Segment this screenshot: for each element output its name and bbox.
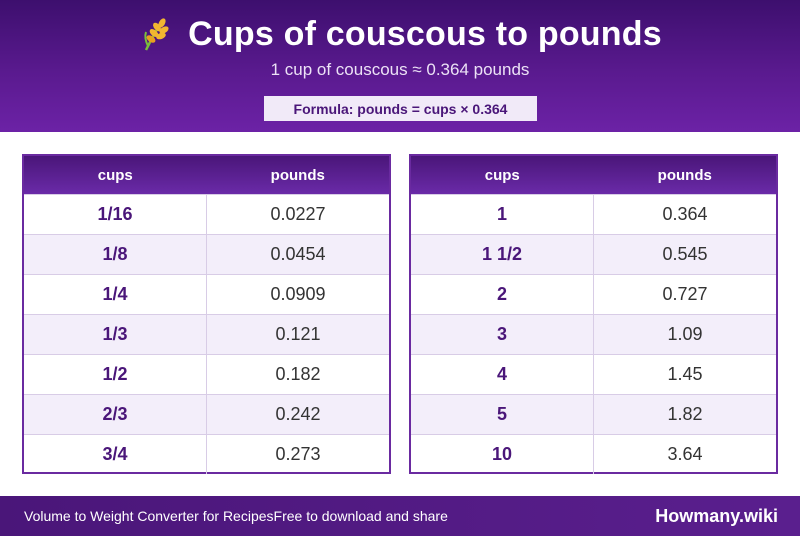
table-row: 1/3 0.121 [24, 314, 389, 354]
cups-cell: 2 [411, 275, 594, 314]
footer-converter-text: Volume to Weight Converter for Recipes [24, 508, 274, 524]
pounds-cell: 1.09 [667, 324, 703, 344]
conversion-table-right: cups pounds 1 0.364 1 1/2 0.545 2 0.727 3 1.… [409, 154, 778, 474]
column-header-pounds: pounds [270, 166, 325, 184]
pounds-cell: 0.727 [662, 284, 708, 304]
column-header-cups: cups [484, 166, 520, 184]
pounds-cell: 0.0909 [270, 284, 326, 304]
formula-box: Formula: pounds = cups × 0.364 [264, 96, 537, 121]
table-row: 1/8 0.0454 [24, 234, 389, 274]
table-row: 1 1/2 0.545 [411, 234, 776, 274]
cups-cell: 3/4 [24, 435, 207, 474]
column-header-pounds: pounds [657, 166, 712, 184]
cups-cell: 5 [411, 395, 594, 434]
header-banner: Cups of couscous to pounds 1 cup of cous… [0, 0, 800, 132]
table-row: 1/16 0.0227 [24, 194, 389, 234]
conversion-subtitle: 1 cup of couscous ≈ 0.364 pounds [270, 60, 530, 79]
footer-bar: Volume to Weight Converter for Recipes F… [0, 496, 800, 536]
cups-cell: 1/4 [24, 275, 207, 314]
table-row: 3/4 0.273 [24, 434, 389, 474]
pounds-cell: 3.64 [667, 444, 703, 464]
table-row: 4 1.45 [411, 354, 776, 394]
table-row: 2 0.727 [411, 274, 776, 314]
pounds-cell: 0.182 [275, 364, 321, 384]
table-body: 1/16 0.0227 1/8 0.0454 1/4 0.0909 1/3 0.121 … [24, 194, 389, 474]
pounds-cell: 0.0454 [270, 244, 326, 264]
cups-cell: 1/2 [24, 355, 207, 394]
cups-cell: 1/16 [24, 195, 207, 234]
table-row: 2/3 0.242 [24, 394, 389, 434]
wheat-icon [138, 16, 174, 52]
pounds-cell: 0.0227 [270, 204, 326, 224]
table-row: 1 0.364 [411, 194, 776, 234]
cups-cell: 10 [411, 435, 594, 474]
pounds-cell: 0.121 [275, 324, 321, 344]
title-row: Cups of couscous to pounds [0, 14, 800, 54]
cups-cell: 1 [411, 195, 594, 234]
brand-link[interactable]: Howmany.wiki [655, 505, 778, 526]
cups-cell: 3 [411, 315, 594, 354]
pounds-cell: 0.273 [275, 444, 321, 464]
table-header: cups pounds [411, 156, 776, 194]
table-row: 10 3.64 [411, 434, 776, 474]
page-title: Cups of couscous to pounds [188, 14, 662, 53]
table-header: cups pounds [24, 156, 389, 194]
table-row: 1/4 0.0909 [24, 274, 389, 314]
cups-cell: 1 1/2 [411, 235, 594, 274]
table-row: 3 1.09 [411, 314, 776, 354]
column-header-cups: cups [97, 166, 133, 184]
cups-cell: 1/8 [24, 235, 207, 274]
pounds-cell: 1.82 [667, 404, 703, 424]
footer-share-text: Free to download and share [273, 508, 448, 524]
cups-cell: 2/3 [24, 395, 207, 434]
pounds-cell: 0.364 [662, 204, 708, 224]
cups-cell: 4 [411, 355, 594, 394]
table-row: 1/2 0.182 [24, 354, 389, 394]
pounds-cell: 1.45 [667, 364, 703, 384]
pounds-cell: 0.242 [275, 404, 321, 424]
table-body: 1 0.364 1 1/2 0.545 2 0.727 3 1.09 4 1.45 5 1.… [411, 194, 776, 474]
cups-cell: 1/3 [24, 315, 207, 354]
pounds-cell: 0.545 [662, 244, 708, 264]
conversion-table-left: cups pounds 1/16 0.0227 1/8 0.0454 1/4 0.09… [22, 154, 391, 474]
table-row: 5 1.82 [411, 394, 776, 434]
